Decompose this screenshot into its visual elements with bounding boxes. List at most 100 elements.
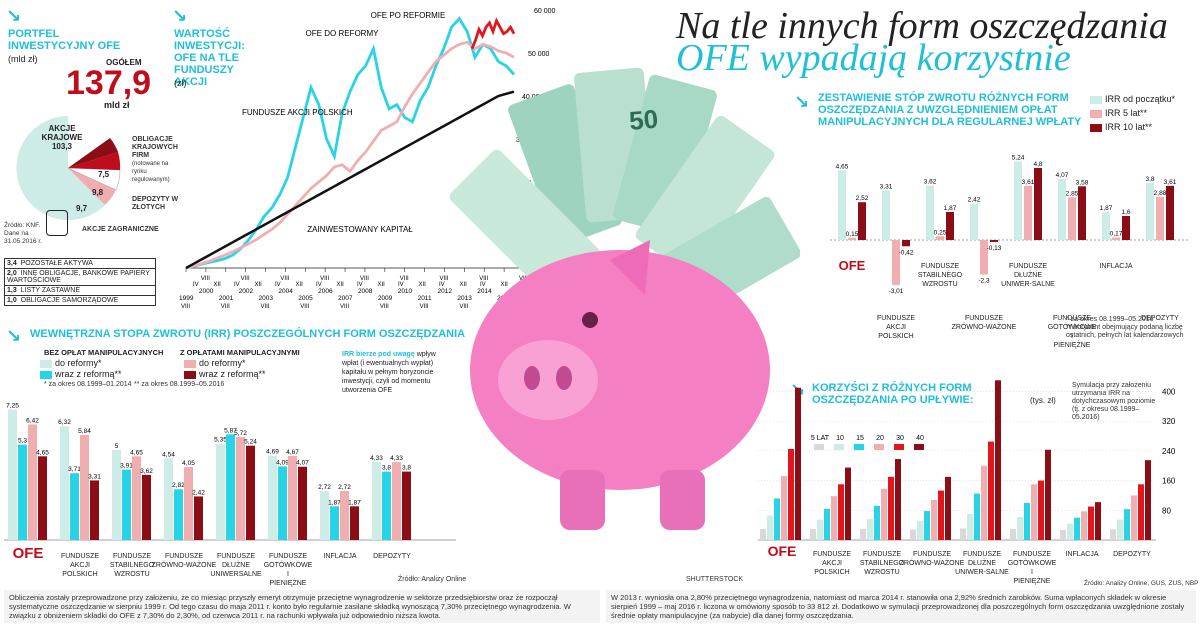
x-year-label: 2009 xyxy=(378,295,393,302)
bar-value-label: 5,24 xyxy=(1012,154,1025,161)
other-assets-marker xyxy=(46,210,68,236)
x-month-label: VIII xyxy=(360,276,369,282)
x-month-label: VIII xyxy=(340,304,349,310)
category-label: OFE xyxy=(768,543,797,559)
bar xyxy=(931,499,937,540)
category-label: FUNDUSZE xyxy=(61,553,99,560)
x-month-label: VIII xyxy=(320,276,329,282)
irr-compare-title: ZESTAWIENIE STÓP ZWROTU RÓŻNYCH FORM OSZ… xyxy=(818,92,1082,128)
category-label: AKCJI xyxy=(822,560,842,567)
bar xyxy=(1081,511,1087,540)
bar-value-label: 2,42 xyxy=(192,489,205,496)
bar-value-label: 6,32 xyxy=(58,419,71,426)
bar xyxy=(895,459,901,540)
category-label: POLSKICH xyxy=(62,571,97,578)
category-label: OFE xyxy=(839,258,866,273)
irr-source: Źródło: Analizy Online xyxy=(398,576,467,583)
bar xyxy=(1060,529,1066,540)
bar xyxy=(1117,519,1123,540)
y-tick-label: 240 xyxy=(1162,447,1176,456)
x-top-tick-label: IV xyxy=(275,282,281,288)
x-top-tick-label: IV xyxy=(316,282,322,288)
x-top-tick-label: IV xyxy=(357,282,363,288)
legend-swatch xyxy=(854,444,864,450)
bar-value-label: 2,42 xyxy=(968,197,981,204)
pie-slice-other xyxy=(68,138,118,168)
legend-label: 30 xyxy=(896,435,904,442)
bar xyxy=(946,211,954,240)
legend-label: 5 LAT xyxy=(811,435,830,442)
x-top-tick-label: XII xyxy=(460,282,468,288)
bar xyxy=(1124,509,1130,540)
bar xyxy=(838,170,846,240)
irr-compare-chart: 4,65 0,15 2,52 OFE 3,31 -3,01 -0,42 FUNDUSZE AKC… xyxy=(830,154,1190,349)
bar xyxy=(278,466,287,540)
bar xyxy=(1146,183,1154,240)
pie-slice-foreign-stocks xyxy=(68,152,121,170)
bar xyxy=(372,462,381,540)
bar xyxy=(838,484,844,540)
category-label: INFLACJA xyxy=(1099,263,1132,270)
x-month-label: VIII xyxy=(380,304,389,310)
group-label-fees: Z OPŁATAMI MANIPULACYJNYMI xyxy=(180,348,300,357)
bar xyxy=(990,240,998,242)
bar xyxy=(298,466,307,540)
pig-icon xyxy=(470,240,770,530)
y-tick-label: 80 xyxy=(1162,506,1171,515)
bar xyxy=(1034,168,1042,240)
bar xyxy=(926,185,934,240)
bar xyxy=(881,488,887,540)
x-year-label: 2005 xyxy=(298,295,313,302)
bar xyxy=(988,441,994,540)
bar-value-label: 4,07 xyxy=(1056,172,1069,179)
bar xyxy=(860,528,866,540)
bar-value-label: -2,3 xyxy=(978,278,990,285)
x-year-label: 1999 xyxy=(179,295,194,302)
category-label: DEPOZYTY xyxy=(1141,315,1179,322)
bar xyxy=(236,437,245,540)
x-top-tick-label: IV xyxy=(193,282,199,288)
bar-value-label: 6,42 xyxy=(26,417,39,424)
bar-value-label: 5,24 xyxy=(244,439,257,446)
category-label: FUNDUSZE xyxy=(863,551,901,558)
bar xyxy=(1058,178,1066,240)
x-top-tick-label: XII xyxy=(501,282,509,288)
bar xyxy=(960,528,966,540)
bar xyxy=(1122,216,1130,240)
bar xyxy=(892,240,900,286)
bar xyxy=(1145,460,1151,540)
bar-value-label: 1,87 xyxy=(328,499,341,506)
bar-value-label: 4,33 xyxy=(370,455,383,462)
pie-label-domestic: AKCJE KRAJOWE 103,3 xyxy=(41,124,83,151)
bar xyxy=(882,190,890,240)
bar xyxy=(767,515,773,540)
x-month-label: VIII xyxy=(241,276,250,282)
bar xyxy=(1166,185,1174,240)
x-month-label: VIII xyxy=(459,304,468,310)
portfolio-total-unit: mld zł xyxy=(104,100,130,110)
category-label: ZRÓWNO-WAŻONE xyxy=(952,322,1017,331)
bar-value-label: 3,62 xyxy=(924,179,937,186)
bar xyxy=(1017,516,1023,540)
x-month-label: VIII xyxy=(400,276,409,282)
x-year-label: 2003 xyxy=(259,295,274,302)
x-year-label: 2008 xyxy=(358,288,373,295)
svg-text:50: 50 xyxy=(628,104,659,136)
legend-item: wraz z reformą** xyxy=(184,369,266,380)
x-top-tick-label: XII xyxy=(296,282,304,288)
bar xyxy=(974,493,980,540)
category-label: GOTÓWKOWE xyxy=(1048,322,1097,331)
x-year-label: 2007 xyxy=(338,295,353,302)
bar xyxy=(268,455,277,540)
bar xyxy=(132,456,141,540)
bar xyxy=(80,434,89,540)
category-label: FUNDUSZE xyxy=(963,551,1001,558)
x-year-label: 2004 xyxy=(278,288,293,295)
bar xyxy=(774,498,780,540)
pie-value-foreign: 9,7 xyxy=(76,204,88,213)
bar-value-label: 4,05 xyxy=(182,460,195,467)
bar-value-label: 3,61 xyxy=(1164,179,1177,186)
bar xyxy=(902,240,910,247)
pie-label-corporate-note: (notowane na rynku regulowanym) xyxy=(132,161,170,183)
legend-item: do reformy* xyxy=(184,358,266,369)
